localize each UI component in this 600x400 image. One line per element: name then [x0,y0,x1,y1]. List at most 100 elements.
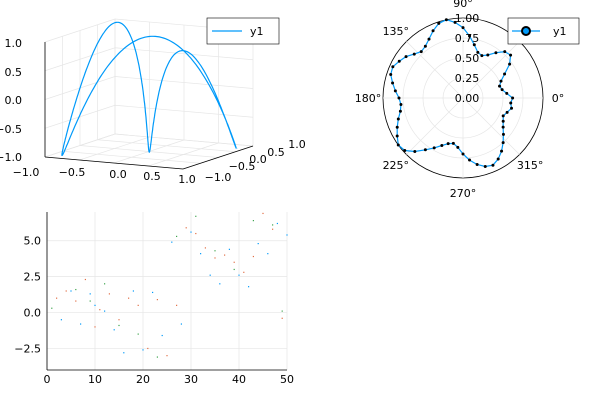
data-point [137,333,139,335]
data-point [503,72,507,76]
z-tick-label: −1.0 [0,151,22,164]
legend-label-y1: y1 [250,25,264,38]
data-point [142,349,144,351]
x-tick-label: −0.5 [59,166,86,179]
theta-tick-label: 180° [355,92,382,105]
y-tick-label: −2.5 [14,342,41,355]
data-point [176,235,178,238]
data-point [214,250,216,252]
data-point [224,254,226,256]
theta-tick-label: 0° [552,92,565,105]
y-tick-label: 0.5 [267,146,285,159]
y-tick-label: 5.0 [24,235,42,248]
data-point [389,73,393,77]
data-point [398,109,402,113]
data-point [391,65,395,69]
data-point [238,274,240,276]
data-point [491,163,495,167]
x-tick-label: 0 [44,373,51,386]
data-point [461,152,465,156]
legend-label-y1: y1 [553,25,567,38]
r-tick-label: 0.75 [455,32,480,45]
data-point [486,53,490,57]
data-point [204,247,206,249]
data-point [252,220,254,222]
data-point [286,234,288,236]
data-point [233,261,235,263]
data-point [195,215,197,217]
legend: y1 [507,17,580,45]
data-point [200,253,202,255]
data-point [396,117,400,121]
polar-grid [382,17,544,179]
z-tick-label: 1.0 [5,37,23,50]
y-tick-label: 0.0 [249,153,267,166]
data-point [89,300,91,302]
polar-grid-spoke [406,97,464,155]
data-point [56,297,58,299]
data-point [267,253,269,255]
data-point [419,50,423,54]
data-point [70,290,72,292]
data-point [209,274,211,276]
z-tick-label: −0.5 [0,123,22,136]
data-point [132,290,134,292]
data-point [391,81,395,85]
theta-tick-label: 270° [450,187,477,200]
data-point [276,222,278,225]
data-point [166,355,168,357]
theta-tick-label: 135° [383,25,410,38]
theta-tick-label: 90° [453,0,473,10]
polar-grid-spoke [462,97,520,155]
data-point [509,101,513,105]
data-point [501,114,505,118]
x-tick-label: 0.0 [109,168,127,181]
data-point [219,283,221,285]
data-point [431,29,435,33]
chart-polar: 0°45°90°135°180°225°270°315° 0.000.250.5… [355,0,580,200]
data-point [483,164,487,168]
data-point [118,324,120,327]
data-point [501,125,505,129]
data-point [272,228,274,230]
data-point [500,88,504,92]
y-axis [182,145,254,170]
data-point [262,212,264,215]
r-tick-label: 0.25 [455,72,480,85]
data-point [252,255,254,258]
data-point [468,158,472,162]
data-point [499,79,503,83]
data-point [397,59,401,63]
data-point [468,34,472,38]
data-point [399,103,403,107]
y-tick-label: 0.0 [24,307,42,320]
data-point [60,319,62,321]
r-tick-label: 1.00 [455,12,480,25]
data-point [94,304,96,306]
data-point [94,326,96,328]
data-point [427,37,431,41]
data-point [84,278,86,281]
data-point [393,89,397,93]
data-point [412,52,416,56]
data-point [108,293,110,295]
data-point [503,50,507,54]
data-point [446,142,450,146]
data-point [437,21,441,25]
data-point [281,317,283,319]
data-point [152,291,154,294]
data-point [476,50,480,54]
x-tick-label: 10 [88,373,102,386]
data-point [395,134,399,138]
data-point [89,293,91,295]
x-tick-labels: 0 10 20 30 40 50 [44,373,295,386]
data-point [423,148,427,152]
z-tick-label: 0.5 [5,66,23,79]
data-point [156,356,158,358]
data-point [413,150,417,154]
data-point [99,309,101,311]
x-tick-label: −1.0 [13,166,40,179]
series-line-y1 [390,19,514,168]
legend: y1 [206,17,280,45]
